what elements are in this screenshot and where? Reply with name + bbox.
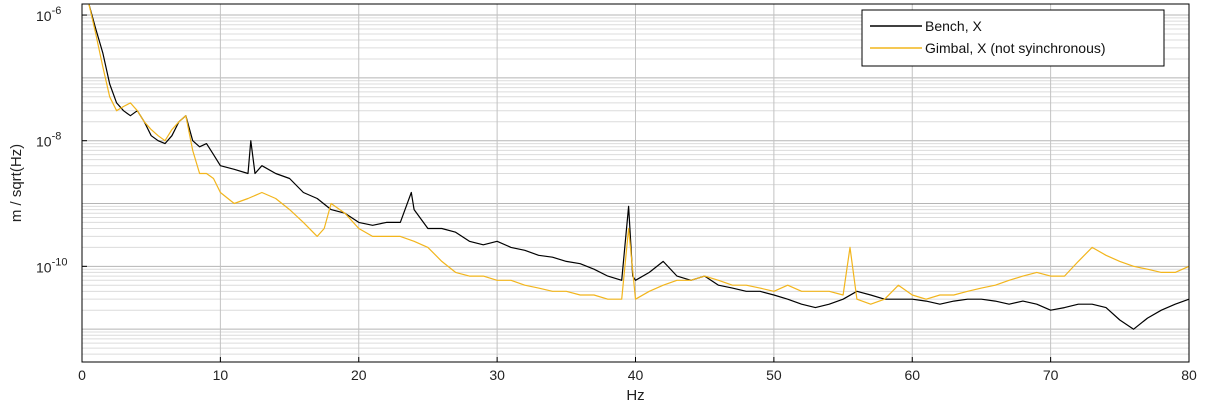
legend: Bench, X Gimbal, X (not syinchronous) <box>861 9 1165 67</box>
x-tick-label: 10 <box>213 367 229 383</box>
x-tick-label: 50 <box>766 367 782 383</box>
x-tick-label: 20 <box>351 367 367 383</box>
legend-label-gimbal-x: Gimbal, X (not syinchronous) <box>925 40 1106 56</box>
y-tick-label: 10-10 <box>36 256 67 275</box>
y-tick-label: 10-6 <box>36 5 61 24</box>
legend-box <box>861 9 1165 67</box>
y-tick-labels: 10-10 10-8 10-6 <box>36 5 87 275</box>
x-tick-label: 30 <box>489 367 505 383</box>
legend-label-bench-x: Bench, X <box>925 18 982 34</box>
x-tick-label: 70 <box>1043 367 1059 383</box>
x-tick-label: 80 <box>1181 367 1197 383</box>
series-line-gimbal-x <box>88 3 1190 305</box>
x-tick-label: 40 <box>628 367 644 383</box>
y-axis-label: m / sqrt(Hz) <box>8 144 25 222</box>
x-axis-label: Hz <box>626 387 644 404</box>
series-group <box>88 3 1190 330</box>
x-tick-labels: 0 10 20 30 40 50 60 70 80 <box>78 357 1197 383</box>
x-tick-label: 60 <box>904 367 920 383</box>
y-tick-label: 10-8 <box>36 131 61 150</box>
x-tick-label: 0 <box>78 367 86 383</box>
series-line-bench-x <box>88 3 1190 330</box>
